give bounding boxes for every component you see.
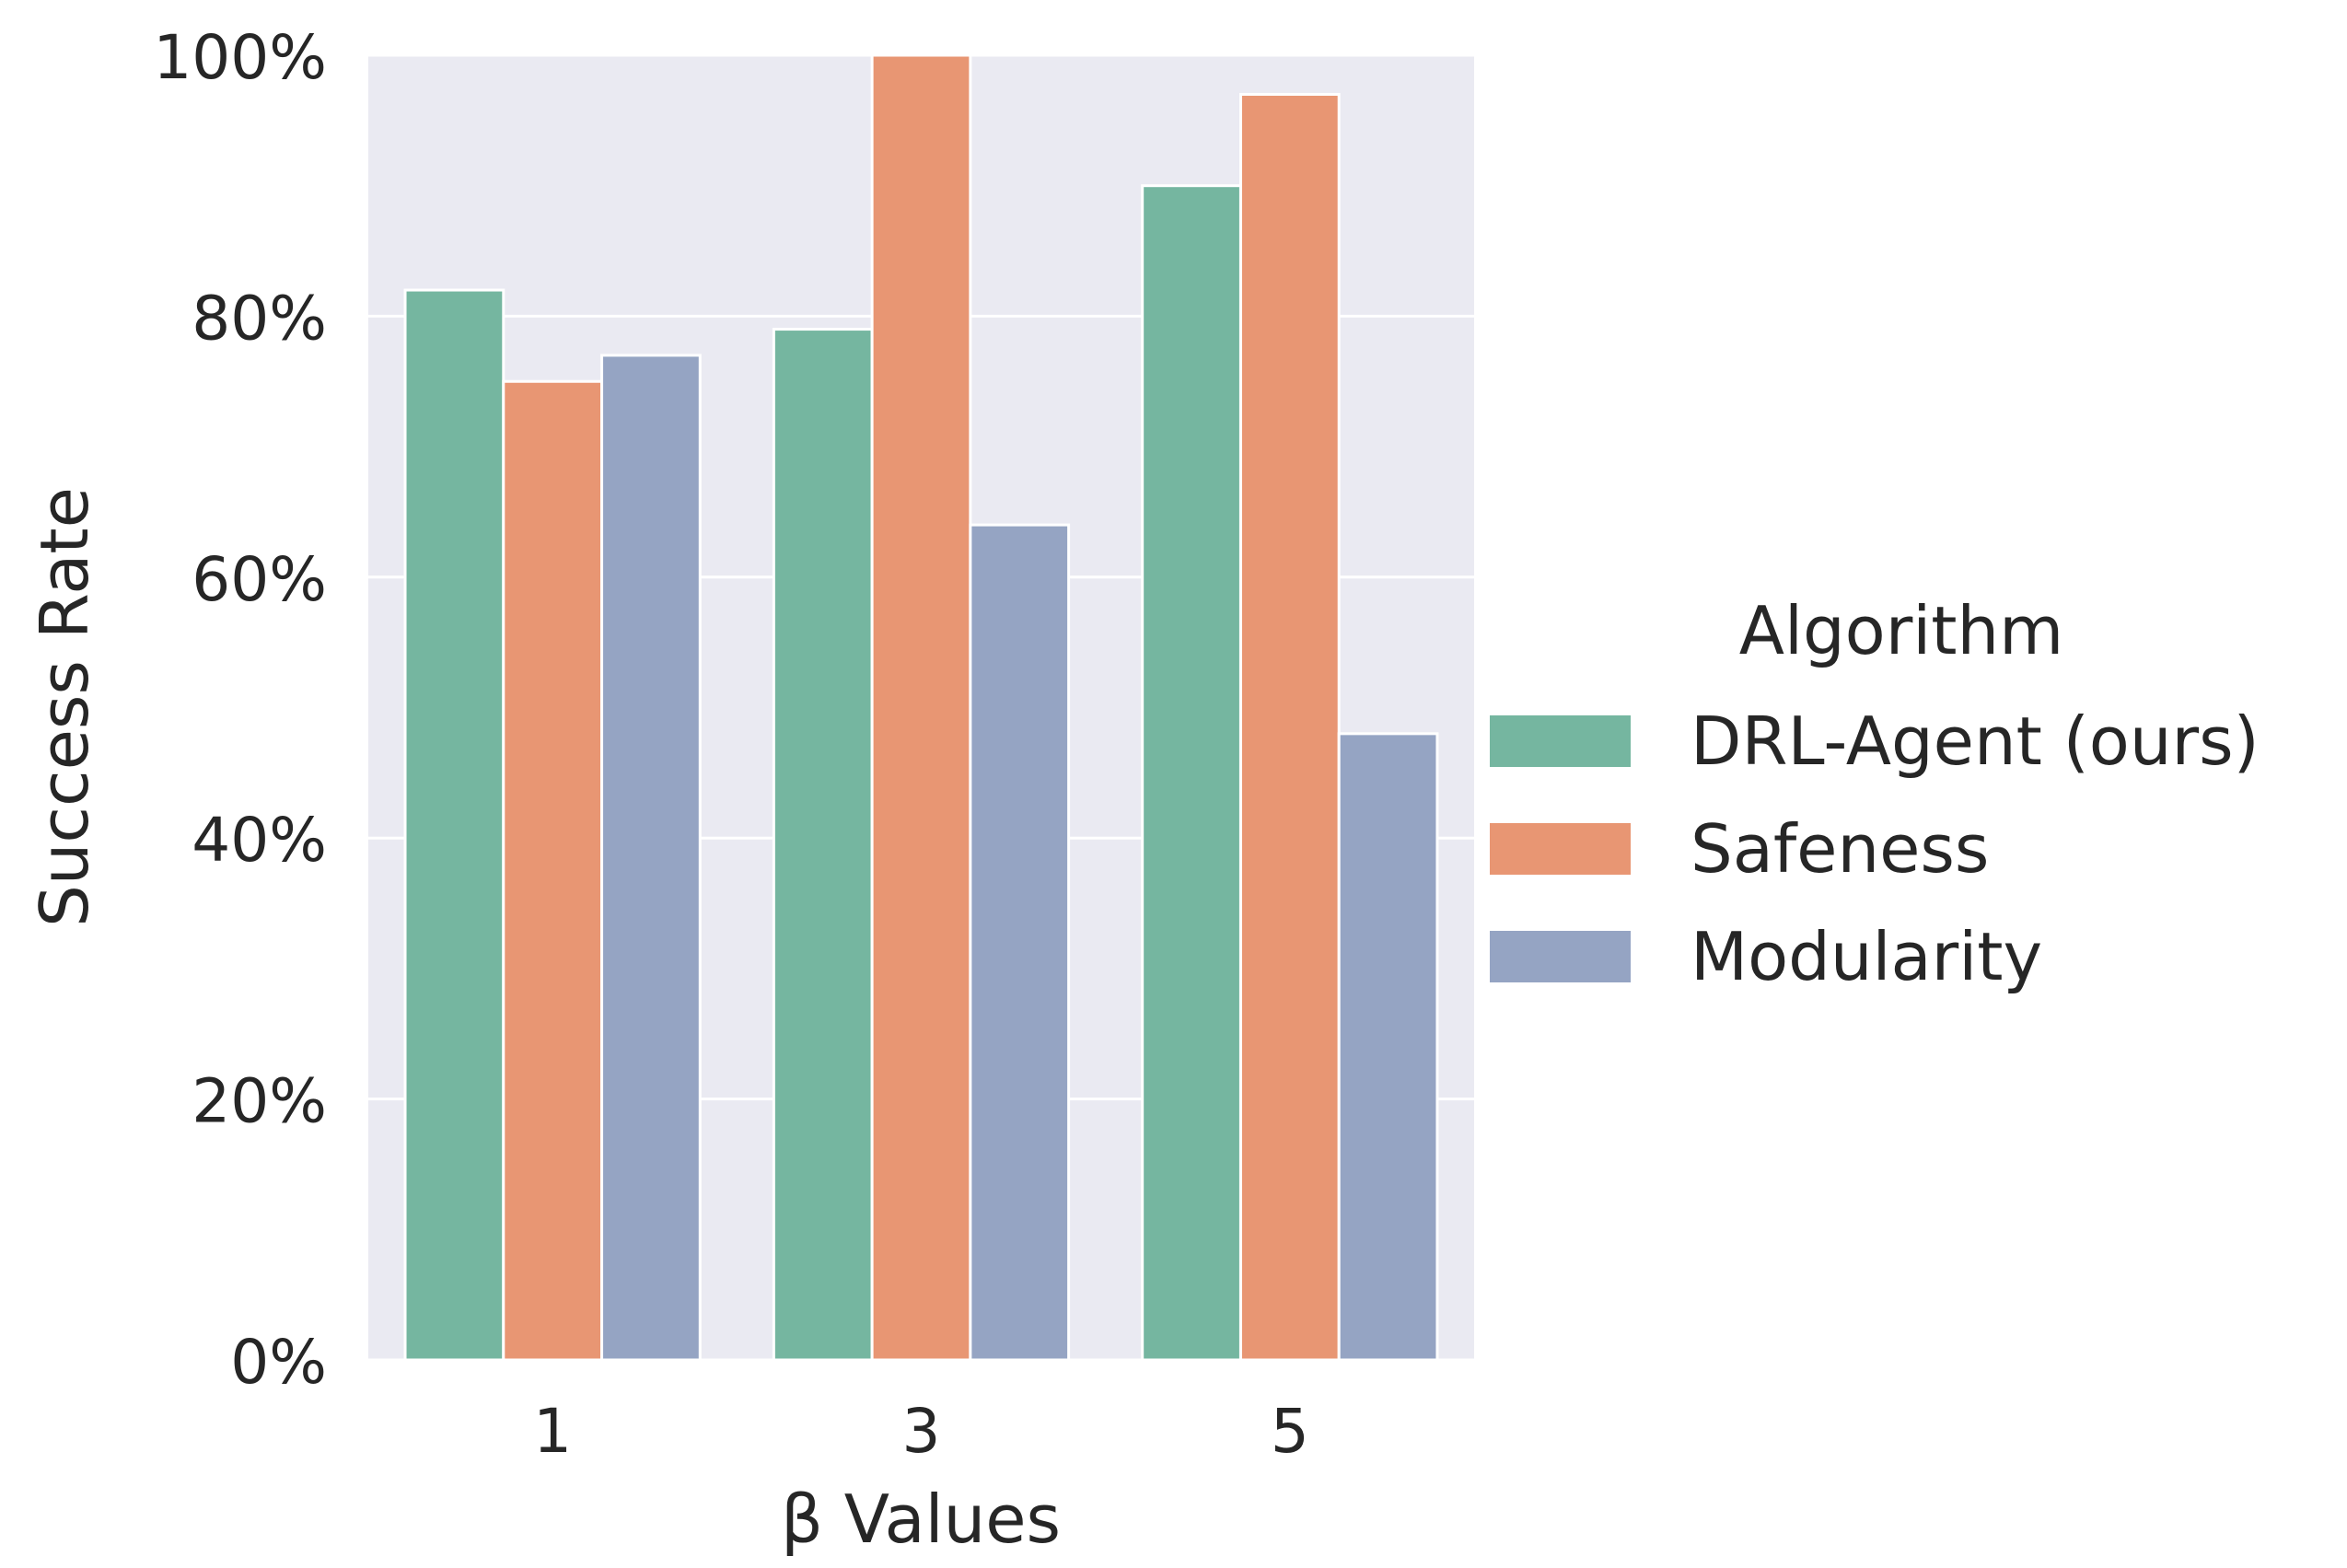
bar-modularity-3 [969, 523, 1071, 1362]
y-tick-label: 0% [230, 1327, 327, 1398]
bar-safeness-5 [1238, 93, 1341, 1362]
bar-safeness-1 [502, 379, 604, 1362]
legend-label: Safeness [1691, 810, 1989, 888]
legend-swatch [1490, 931, 1631, 982]
bars [403, 53, 1439, 1362]
y-axis-label: Success Rate [26, 487, 103, 927]
bar-drl-agent-ours-1 [403, 288, 505, 1362]
y-tick-label: 20% [192, 1066, 327, 1137]
y-tick-labels: 0% 20% 40% 60% 80% 100% [153, 22, 327, 1398]
y-tick-label: 100% [153, 22, 327, 93]
legend: Algorithm DRL-Agent (ours) Safeness Modula… [1490, 592, 2260, 995]
bar-drl-agent-ours-5 [1141, 184, 1242, 1362]
bar-modularity-5 [1337, 732, 1439, 1362]
x-tick-labels: 1 3 5 [533, 1396, 1309, 1467]
bar-safeness-3 [870, 53, 972, 1362]
legend-title: Algorithm [1739, 592, 2064, 669]
y-tick-label: 60% [192, 544, 327, 615]
x-tick-label: 1 [533, 1396, 572, 1467]
bar-modularity-1 [600, 354, 702, 1362]
x-tick-label: 5 [1271, 1396, 1309, 1467]
bar-drl-agent-ours-3 [772, 328, 874, 1362]
legend-label: DRL-Agent (ours) [1691, 703, 2260, 780]
legend-label: Modularity [1691, 918, 2042, 995]
y-tick-label: 80% [192, 283, 327, 354]
legend-swatch [1490, 715, 1631, 767]
x-tick-label: 3 [902, 1396, 941, 1467]
legend-swatch [1490, 823, 1631, 875]
x-axis-label: β Values [781, 1481, 1061, 1558]
y-tick-label: 40% [192, 805, 327, 876]
